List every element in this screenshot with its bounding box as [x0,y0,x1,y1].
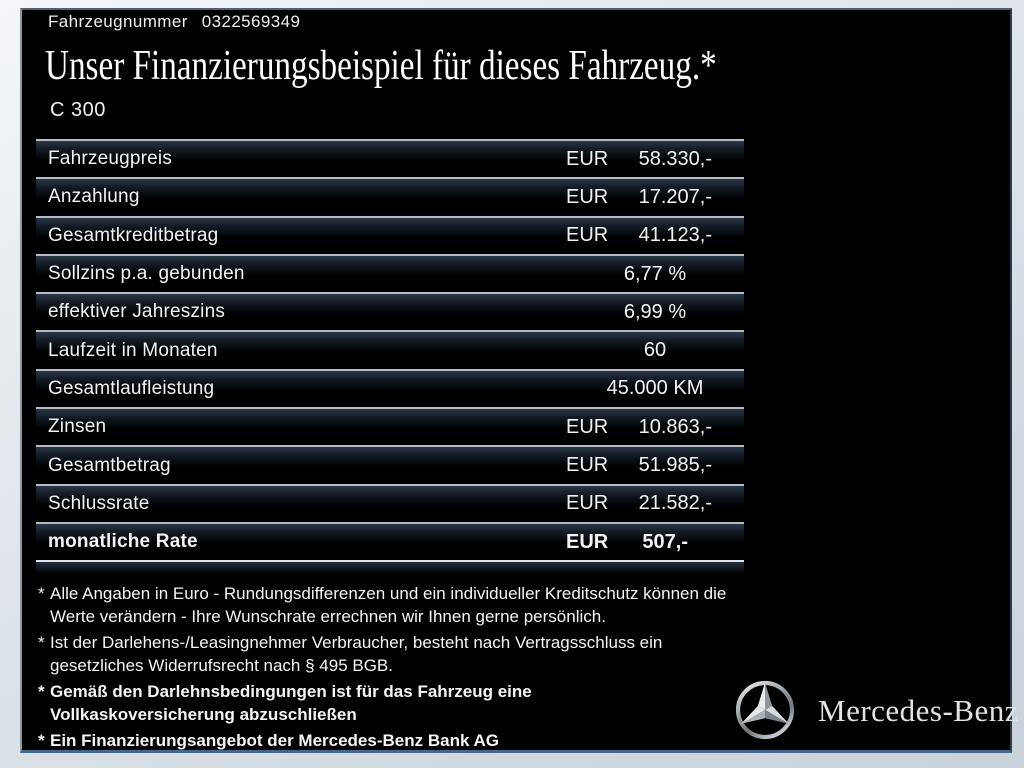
table-row: Zinsen EUR 10.863,- [36,407,744,446]
footnote-text: Gemäß den Darlehnsbedingungen ist für da… [50,682,532,724]
table-row: Sollzins p.a. gebunden 6,77 % [36,253,744,293]
table-row: monatliche Rate EUR 507,- [36,521,744,561]
page-title: Unser Finanzierungsbeispiel für dieses F… [45,43,717,89]
vehicle-number-label: Fahrzeugnummer [48,12,188,31]
row-label: Zinsen [48,416,107,438]
currency-label: EUR [566,147,609,170]
table-row: Gesamtlaufleistung 45.000 KM [36,368,744,408]
table-row: Gesamtkreditbetrag EUR 41.123,- [36,215,744,254]
table-row: effektiver Jahreszins 6,99 % [36,292,744,331]
row-value: EUR 58.330,- [566,148,744,171]
finance-table: Fahrzeugpreis EUR 58.330,- Anzahlung EUR 17.2… [36,139,744,563]
row-value: EUR 10.863,- [566,416,744,439]
footnote-marker: * [38,682,45,701]
currency-label: EUR [566,492,609,515]
footnotes: * Alle Angaben in Euro - Rundungsdifferen… [38,582,726,755]
footnote-text: Ein Finanzierungsangebot der Mercedes-Be… [50,731,500,750]
amount-value: 21.582,- [638,492,712,515]
vehicle-number: Fahrzeugnummer 0322569349 [48,12,300,32]
brand-wordmark: Mercedes-Benz [818,693,1020,728]
currency-label: EUR [566,530,609,553]
row-label: Fahrzeugpreis [48,148,173,170]
footnote-text: Ist der Darlehens-/Leasingnehmer Verbrau… [50,633,663,675]
table-row: Gesamtbetrag EUR 51.985,- [36,445,744,484]
footnote-marker: * [38,731,45,750]
table-row: Schlussrate EUR 21.582,- [36,483,744,522]
table-row: Laufzeit in Monaten 60 [36,330,744,369]
row-label: Gesamtlaufleistung [48,377,215,399]
currency-label: EUR [566,415,609,438]
amount-value: 51.985,- [638,454,712,477]
amount-value: 58.330,- [638,147,712,170]
row-value: 60 [643,339,667,362]
footnote-text: Alle Angaben in Euro - Rundungsdifferenz… [50,584,727,626]
row-label: monatliche Rate [48,531,198,553]
footnote-marker: * [38,584,45,603]
row-value: EUR 21.582,- [566,492,744,515]
mercedes-star-icon [735,680,795,740]
row-label: Anzahlung [48,186,140,208]
footnote: * Alle Angaben in Euro - Rundungsdifferen… [38,582,726,628]
row-label: Laufzeit in Monaten [48,339,218,361]
model-name: C 300 [50,99,106,121]
row-value: EUR 41.123,- [566,224,744,247]
currency-label: EUR [566,454,609,477]
footnote-marker: * [38,633,45,652]
row-label: Sollzins p.a. gebunden [48,263,245,285]
row-value: EUR 507,- [566,531,744,554]
amount-value: 41.123,- [638,224,712,247]
row-value: 45.000 KM [606,377,704,400]
currency-label: EUR [566,224,609,247]
currency-label: EUR [566,185,609,208]
vehicle-number-value: 0322569349 [201,12,301,31]
row-label: Schlussrate [48,492,150,514]
footnote: * Gemäß den Darlehnsbedingungen ist für d… [38,680,726,726]
row-label: Gesamtbetrag [48,454,171,476]
row-value: EUR 51.985,- [566,454,744,477]
footnote: * Ein Finanzierungsangebot der Mercedes-B… [38,729,726,752]
table-row: Anzahlung EUR 17.207,- [36,177,744,216]
footnote: * Ist der Darlehens-/Leasingnehmer Verbra… [38,631,726,677]
row-value: 6,77 % [623,262,687,285]
amount-value: 507,- [642,530,688,553]
amount-value: 10.863,- [638,415,712,438]
table-row: Fahrzeugpreis EUR 58.330,- [36,139,744,178]
amount-value: 17.207,- [638,185,712,208]
table-bottom-fade [36,562,744,576]
content-panel: Fahrzeugnummer 0322569349 Unser Finanzier… [20,8,1019,755]
row-value: 6,99 % [623,300,687,323]
row-label: effektiver Jahreszins [48,301,226,323]
row-label: Gesamtkreditbetrag [48,224,219,246]
row-value: EUR 17.207,- [566,186,744,209]
